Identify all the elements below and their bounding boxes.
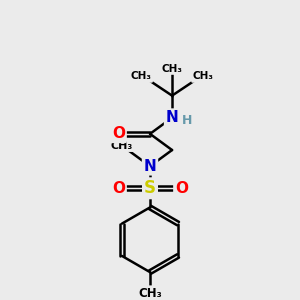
Text: O: O: [112, 126, 125, 141]
Text: N: N: [166, 110, 178, 125]
Text: N: N: [144, 159, 156, 174]
Text: H: H: [182, 114, 193, 127]
Text: CH₃: CH₃: [138, 287, 162, 300]
Text: CH₃: CH₃: [131, 71, 152, 82]
Text: CH₃: CH₃: [162, 64, 183, 74]
Text: S: S: [144, 179, 156, 197]
Text: O: O: [175, 181, 188, 196]
Text: CH₃: CH₃: [193, 71, 214, 82]
Text: O: O: [112, 181, 125, 196]
Text: CH₃: CH₃: [111, 141, 133, 151]
